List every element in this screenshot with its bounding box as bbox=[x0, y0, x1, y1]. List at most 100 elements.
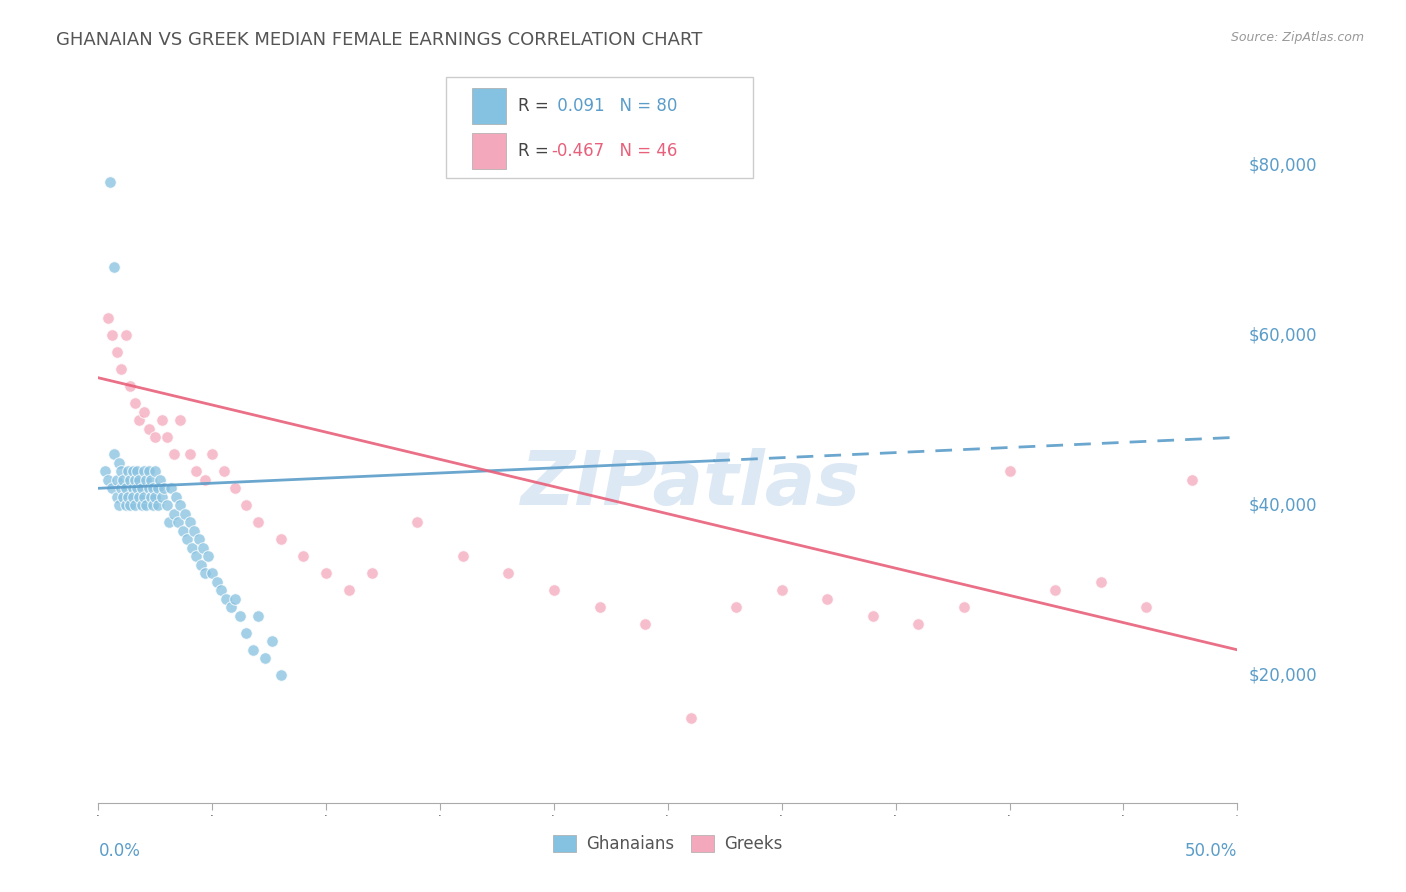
Point bbox=[121, 464, 143, 478]
Point bbox=[179, 447, 201, 461]
Point bbox=[1090, 574, 1112, 589]
Point bbox=[103, 447, 125, 461]
Text: R =: R = bbox=[517, 96, 554, 114]
Point bbox=[246, 608, 269, 623]
Point bbox=[108, 456, 131, 470]
Text: -0.467: -0.467 bbox=[551, 142, 605, 160]
Bar bbox=[472, 87, 506, 124]
Point bbox=[145, 430, 167, 444]
Point bbox=[451, 549, 474, 564]
Point bbox=[121, 490, 143, 504]
Text: N = 80: N = 80 bbox=[609, 96, 678, 114]
Point bbox=[142, 481, 165, 495]
Point bbox=[117, 490, 139, 504]
Point bbox=[190, 558, 212, 572]
Point bbox=[228, 608, 250, 623]
Point bbox=[224, 481, 246, 495]
Text: $60,000: $60,000 bbox=[1249, 326, 1317, 344]
Text: $40,000: $40,000 bbox=[1249, 496, 1317, 515]
Point bbox=[862, 608, 884, 623]
Point bbox=[209, 583, 232, 598]
Bar bbox=[472, 133, 506, 169]
Point bbox=[120, 473, 142, 487]
Point bbox=[253, 651, 276, 665]
Text: Source: ZipAtlas.com: Source: ZipAtlas.com bbox=[1230, 31, 1364, 45]
Point bbox=[167, 516, 190, 530]
Point bbox=[360, 566, 382, 581]
Point bbox=[201, 566, 224, 581]
Point bbox=[101, 481, 124, 495]
Point bbox=[1135, 600, 1157, 615]
Point bbox=[187, 533, 209, 547]
Point bbox=[112, 490, 135, 504]
Point bbox=[292, 549, 315, 564]
Point bbox=[815, 591, 838, 606]
Point bbox=[124, 473, 146, 487]
Point bbox=[135, 473, 157, 487]
Point bbox=[156, 498, 179, 512]
Point bbox=[186, 464, 208, 478]
Point bbox=[127, 481, 149, 495]
Point bbox=[120, 379, 142, 393]
Legend: Ghanaians, Greeks: Ghanaians, Greeks bbox=[547, 828, 789, 860]
Point bbox=[101, 328, 124, 343]
Point bbox=[96, 311, 118, 326]
Text: $80,000: $80,000 bbox=[1249, 156, 1317, 174]
Point bbox=[498, 566, 520, 581]
Point bbox=[169, 413, 191, 427]
Point bbox=[120, 498, 142, 512]
Point bbox=[157, 516, 180, 530]
Point bbox=[117, 464, 139, 478]
Point bbox=[112, 473, 135, 487]
Point bbox=[406, 516, 429, 530]
Text: 50.0%: 50.0% bbox=[1185, 842, 1237, 860]
Point bbox=[131, 498, 153, 512]
Point bbox=[1043, 583, 1066, 598]
Point bbox=[953, 600, 976, 615]
Point bbox=[105, 490, 128, 504]
Point bbox=[145, 490, 167, 504]
Point bbox=[998, 464, 1021, 478]
Point bbox=[180, 541, 202, 555]
Text: 0.091: 0.091 bbox=[551, 96, 605, 114]
Point bbox=[139, 473, 162, 487]
Point bbox=[124, 396, 146, 410]
Point bbox=[150, 490, 173, 504]
Point bbox=[212, 464, 235, 478]
Point bbox=[108, 498, 131, 512]
Point bbox=[131, 481, 153, 495]
Point bbox=[193, 541, 215, 555]
Point bbox=[337, 583, 360, 598]
Point bbox=[114, 498, 136, 512]
Point bbox=[174, 507, 197, 521]
Point bbox=[172, 524, 194, 538]
Point bbox=[260, 634, 283, 648]
FancyBboxPatch shape bbox=[446, 77, 754, 178]
Point bbox=[128, 413, 150, 427]
Point bbox=[235, 625, 257, 640]
Point bbox=[679, 711, 702, 725]
Point bbox=[186, 549, 208, 564]
Point bbox=[96, 473, 118, 487]
Point bbox=[128, 490, 150, 504]
Point bbox=[128, 473, 150, 487]
Point bbox=[121, 481, 143, 495]
Point bbox=[179, 516, 201, 530]
Text: GHANAIAN VS GREEK MEDIAN FEMALE EARNINGS CORRELATION CHART: GHANAIAN VS GREEK MEDIAN FEMALE EARNINGS… bbox=[56, 31, 703, 49]
Point bbox=[270, 533, 292, 547]
Point bbox=[725, 600, 748, 615]
Point bbox=[160, 481, 183, 495]
Point bbox=[162, 507, 184, 521]
Point bbox=[138, 464, 160, 478]
Point bbox=[110, 464, 132, 478]
Point bbox=[183, 524, 205, 538]
Point bbox=[114, 481, 136, 495]
Text: N = 46: N = 46 bbox=[609, 142, 678, 160]
Point bbox=[194, 473, 217, 487]
Point bbox=[219, 600, 242, 615]
Point bbox=[105, 473, 128, 487]
Point bbox=[169, 498, 191, 512]
Point bbox=[110, 362, 132, 376]
Point bbox=[205, 574, 228, 589]
Point bbox=[156, 430, 179, 444]
